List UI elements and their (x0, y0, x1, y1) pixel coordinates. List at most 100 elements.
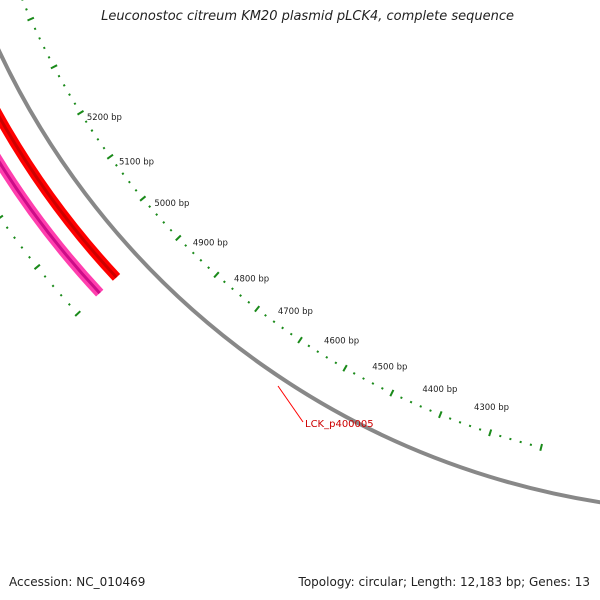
minor-tick (57, 74, 61, 78)
minor-tick (51, 284, 55, 288)
minor-tick (352, 372, 356, 375)
minor-tick (468, 424, 472, 428)
minor-tick (90, 129, 94, 132)
minor-tick (5, 226, 9, 230)
minor-tick (334, 361, 338, 365)
orf-arc[interactable] (0, 0, 104, 297)
minor-tick (184, 244, 188, 247)
minor-tick (509, 437, 512, 441)
minor-tick (84, 120, 88, 124)
feature-arc-inner (0, 114, 118, 279)
minor-tick (519, 440, 522, 444)
topology-text: Topology: circular; Length: 12,183 bp; G… (298, 575, 590, 589)
minor-tick (325, 355, 329, 359)
minor-tick (68, 93, 71, 96)
major-tick (488, 429, 493, 437)
tick-label: 4800 bp (234, 274, 269, 284)
minor-tick (371, 382, 375, 385)
major-tick (27, 16, 35, 22)
tick-labels: 4300 bp 4400 bp 4500 bp 4600 bp 4700 bp 4800 … (87, 113, 509, 413)
feature-label[interactable]: LCK_p400005 (305, 419, 374, 430)
major-tick (438, 411, 443, 419)
minor-tick (96, 137, 100, 141)
minor-tick (128, 180, 131, 184)
minor-tick (448, 417, 452, 420)
major-tick (50, 64, 58, 70)
minor-tick (207, 266, 211, 270)
minor-tick (307, 344, 311, 348)
minor-tick (33, 27, 37, 31)
minor-tick (362, 377, 365, 380)
minor-tick (155, 213, 159, 216)
minor-tick (169, 228, 173, 232)
minor-tick (148, 205, 152, 209)
tick-label: 4900 bp (193, 238, 228, 248)
minor-tick (73, 102, 77, 106)
minor-tick (529, 443, 533, 447)
orf-arc-inner (0, 160, 101, 295)
major-tick (175, 234, 182, 242)
plasmid-backbone (0, 48, 600, 505)
minor-tick (272, 320, 276, 324)
feature-arc-lck-p400005[interactable] (0, 0, 121, 281)
minor-tick (222, 280, 226, 284)
feature-label-leader (277, 385, 304, 423)
minor-tick (400, 396, 403, 400)
major-tick (0, 214, 4, 219)
minor-tick (429, 409, 432, 412)
inner-tick-ring (0, 214, 81, 317)
minor-tick (134, 188, 138, 192)
minor-tick (43, 275, 47, 278)
outer-tick-ring (21, 0, 543, 452)
minor-tick (478, 428, 482, 431)
feature-arc-outer (0, 107, 121, 281)
minor-tick (419, 405, 423, 408)
tick-label: 4400 bp (422, 385, 457, 395)
major-tick (213, 271, 220, 279)
major-tick (76, 110, 85, 116)
minor-tick (458, 421, 462, 424)
minor-tick (47, 56, 51, 59)
major-tick (106, 153, 114, 160)
tick-label: 5000 bp (154, 199, 189, 209)
minor-tick (162, 221, 166, 224)
minor-tick (281, 326, 285, 330)
minor-tick (247, 300, 251, 304)
tick-label: 5200 bp (87, 113, 122, 123)
minor-tick (289, 332, 293, 336)
minor-tick (239, 294, 242, 298)
minor-tick (62, 84, 66, 87)
minor-tick (231, 287, 234, 291)
major-tick (33, 263, 41, 270)
minor-tick (199, 258, 203, 262)
map-title: Leuconostoc citreum KM20 plasmid pLCK4, … (101, 9, 514, 24)
major-tick (539, 443, 543, 452)
minor-tick (114, 163, 118, 167)
major-tick (297, 336, 303, 344)
minor-tick (20, 246, 24, 249)
major-tick (74, 310, 81, 317)
major-tick (254, 305, 261, 313)
minor-tick (121, 172, 125, 176)
minor-tick (42, 46, 46, 50)
tick-label: 4600 bp (324, 337, 359, 347)
minor-tick (13, 236, 16, 240)
major-tick (139, 195, 147, 202)
minor-tick (28, 255, 31, 259)
minor-tick (191, 251, 195, 255)
tick-label: 5100 bp (119, 157, 154, 167)
minor-tick (59, 293, 63, 297)
minor-tick (409, 400, 413, 404)
minor-tick (38, 37, 41, 40)
tick-label: 4700 bp (278, 307, 313, 317)
major-tick (342, 364, 348, 372)
minor-tick (264, 314, 267, 317)
minor-tick (499, 434, 502, 438)
minor-tick (67, 303, 71, 306)
minor-tick (381, 387, 384, 390)
accession-text: Accession: NC_010469 (9, 575, 146, 589)
major-tick (389, 389, 395, 397)
tick-label: 4300 bp (474, 403, 509, 413)
